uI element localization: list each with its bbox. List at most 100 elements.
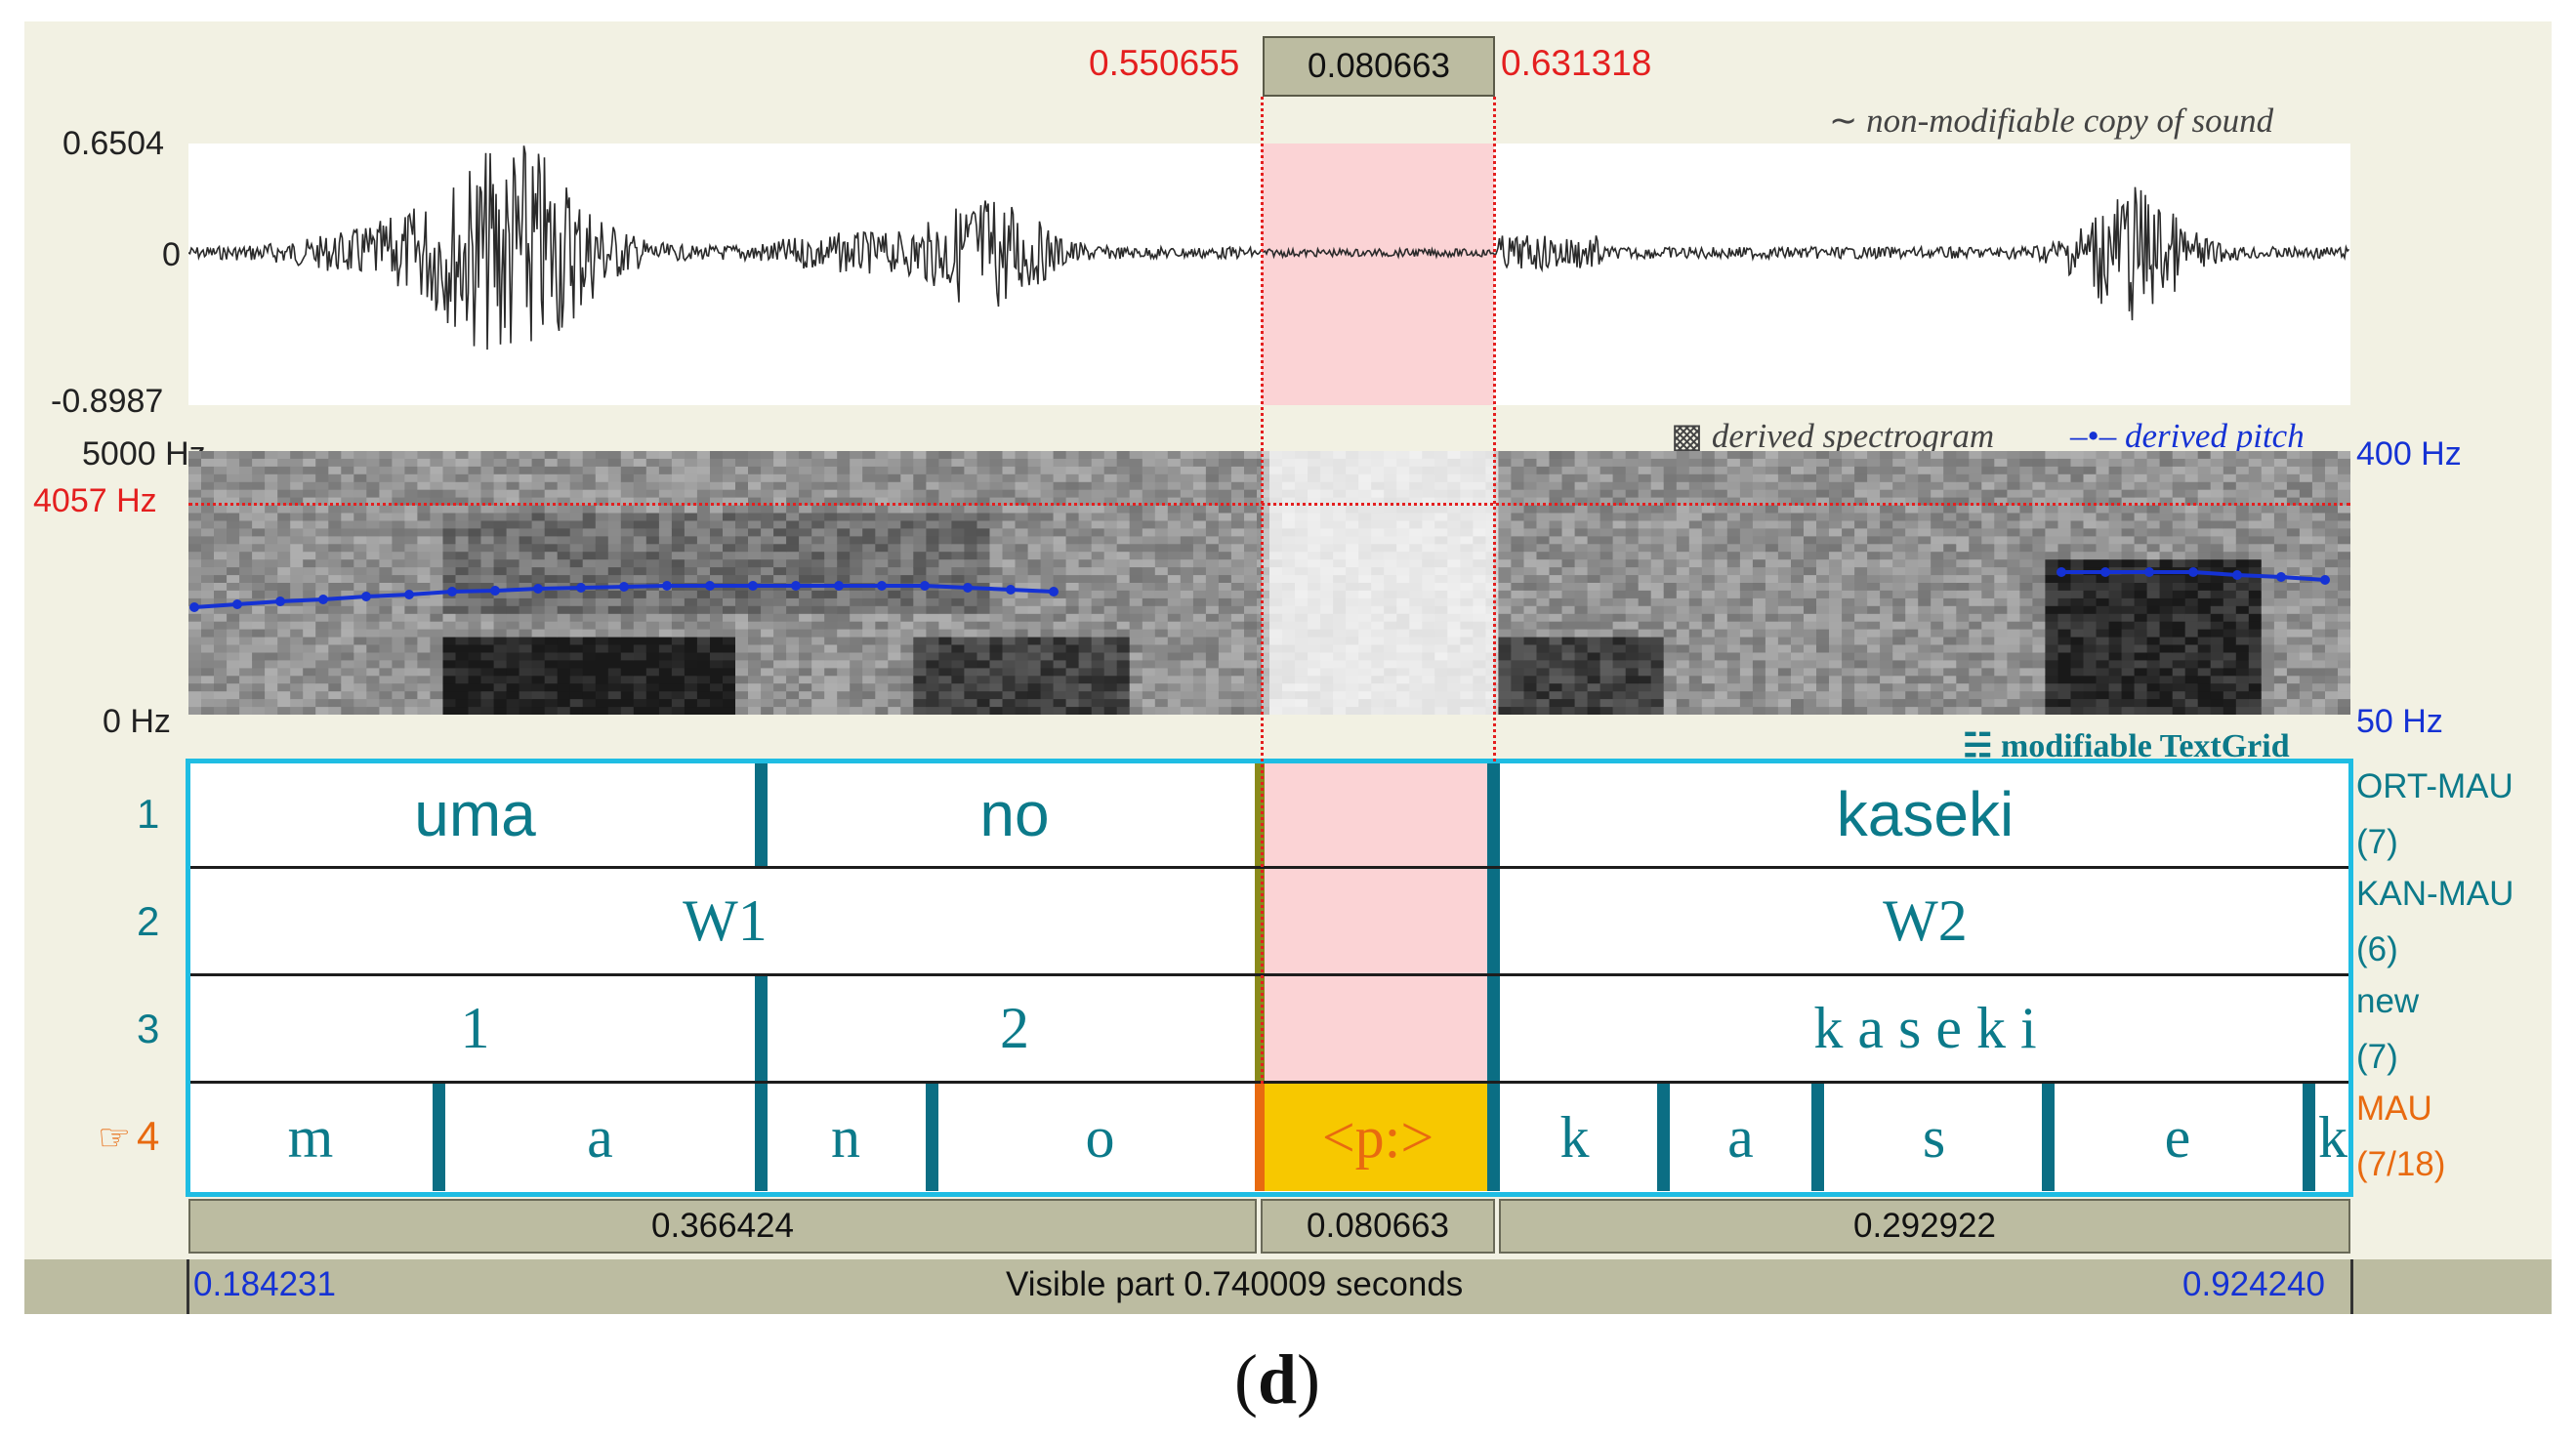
- interval-boundary[interactable]: [2303, 1084, 2315, 1191]
- waveform: [188, 145, 2350, 350]
- interval-boundary[interactable]: [755, 761, 768, 866]
- interval[interactable]: k: [2318, 1104, 2347, 1170]
- interval-boundary[interactable]: [1487, 869, 1500, 973]
- visible-part-label: Visible part 0.740009 seconds: [1006, 1265, 1464, 1303]
- tier-name: new: [2356, 982, 2420, 1020]
- interval-boundary[interactable]: [1487, 1084, 1500, 1191]
- interval[interactable]: uma: [414, 778, 536, 849]
- pitch-point: [2320, 575, 2330, 585]
- interval-boundary[interactable]: [1255, 869, 1265, 973]
- spectrogram-panel[interactable]: [188, 451, 2350, 715]
- spectrogram-title-row: ▩ derived spectrogram: [1671, 417, 1994, 456]
- interval-boundary[interactable]: [755, 976, 768, 1081]
- pitch-point: [447, 587, 457, 597]
- tier-count: (7/18): [2356, 1145, 2446, 1183]
- interval[interactable]: 1: [460, 996, 490, 1060]
- visible-part-frame: [187, 1259, 2353, 1314]
- sound-y-min: -0.8987: [51, 383, 164, 420]
- selection-start-time: 0.550655: [1089, 43, 1240, 83]
- caption-text: (d): [1234, 1340, 1321, 1419]
- interval-boundary[interactable]: [926, 1084, 938, 1191]
- pitch-point: [748, 581, 758, 591]
- tier-name: KAN-MAU: [2356, 875, 2514, 913]
- selection-end-time: 0.631318: [1501, 43, 1652, 83]
- interval[interactable]: e: [2164, 1104, 2191, 1170]
- interval-boundary[interactable]: [1487, 761, 1500, 866]
- interval-boundary[interactable]: [1255, 1084, 1265, 1191]
- pitch-point: [232, 599, 242, 609]
- pitch-point: [834, 581, 844, 591]
- interval[interactable]: s: [1922, 1104, 1946, 1170]
- interval[interactable]: W1: [683, 888, 768, 953]
- sound-title: non-modifiable copy of sound: [1866, 102, 2274, 140]
- pitch-point: [619, 582, 629, 592]
- interval-boundary[interactable]: [1487, 976, 1500, 1081]
- spectrogram-freq-min: 0 Hz: [103, 703, 171, 740]
- current-tier-pointer-icon: ☞: [98, 1118, 132, 1159]
- selection-start-cursor: [1261, 97, 1264, 1084]
- interval[interactable]: no: [979, 778, 1050, 849]
- tier-count: (7): [2356, 823, 2398, 861]
- tier-mau[interactable]: m a n o <p:> k a s e k: [188, 1084, 2350, 1191]
- selection-highlight: [1262, 144, 1494, 405]
- pitch-point: [705, 581, 715, 591]
- selection-end-cursor: [1493, 97, 1496, 761]
- spectrogram-image: [188, 451, 2350, 715]
- pitch-point: [791, 581, 801, 591]
- selection-duration-button[interactable]: 0.080663: [1261, 1199, 1495, 1254]
- pitch-point: [963, 583, 973, 593]
- tier-number: 3: [137, 1006, 160, 1051]
- interval[interactable]: k a s e k i: [1813, 996, 2037, 1060]
- spectrogram-freq-cursor: 4057 Hz: [33, 482, 157, 519]
- tier-number: 2: [137, 898, 160, 944]
- window-end-time: 0.924240: [2182, 1265, 2325, 1303]
- interval[interactable]: m: [287, 1104, 334, 1170]
- spectrogram-title: derived spectrogram: [1711, 417, 1995, 455]
- interval[interactable]: o: [1085, 1104, 1115, 1170]
- interval[interactable]: n: [831, 1104, 860, 1170]
- pitch-point: [1006, 585, 1016, 595]
- pitch-point: [490, 586, 500, 596]
- figure-caption: (d): [1234, 1339, 1320, 1420]
- interval[interactable]: k: [1559, 1104, 1590, 1170]
- interval-boundary[interactable]: [1811, 1084, 1824, 1191]
- pitch-max-label: 400 Hz: [2356, 435, 2462, 473]
- tier-ort-mau[interactable]: uma no kaseki: [188, 761, 2350, 869]
- spectrogram-icon: ▩: [1671, 417, 1712, 455]
- waveform-panel[interactable]: [188, 144, 2350, 405]
- interval-boundary[interactable]: [1255, 976, 1265, 1081]
- tier-kan-mau[interactable]: W1 W2: [188, 869, 2350, 976]
- interval-boundary[interactable]: [433, 1084, 445, 1191]
- tilde-icon: ∼: [1829, 102, 1867, 140]
- interval-boundary[interactable]: [755, 1084, 768, 1191]
- tier-number: 1: [137, 791, 160, 837]
- interval[interactable]: a: [587, 1104, 613, 1170]
- selected-interval[interactable]: <p:>: [1262, 1084, 1494, 1191]
- pitch-min-label: 50 Hz: [2356, 703, 2443, 740]
- visible-part-bar[interactable]: [24, 1259, 2552, 1314]
- interval-boundary[interactable]: [2042, 1084, 2055, 1191]
- pitch-line-icon: –•–: [2070, 417, 2126, 455]
- interval-boundary[interactable]: [1255, 761, 1265, 866]
- tier-new[interactable]: 1 2 k a s e k i: [188, 976, 2350, 1084]
- pitch-point: [2188, 567, 2198, 577]
- interval[interactable]: kaseki: [1836, 778, 2015, 849]
- selection-duration-box[interactable]: 0.080663: [1263, 36, 1495, 97]
- right-duration-button[interactable]: 0.292922: [1499, 1199, 2350, 1254]
- interval[interactable]: 2: [1000, 996, 1029, 1060]
- pitch-point: [404, 590, 414, 599]
- pitch-point: [2276, 572, 2286, 582]
- pitch-point: [662, 581, 672, 591]
- pitch-point: [2232, 570, 2242, 580]
- textgrid-title: modifiable TextGrid: [2000, 728, 2290, 764]
- sound-y-zero: 0: [162, 236, 181, 273]
- tier-name: MAU: [2356, 1090, 2432, 1128]
- pitch-point: [576, 583, 586, 593]
- window-start-time: 0.184231: [193, 1265, 336, 1303]
- interval[interactable]: W2: [1883, 888, 1968, 953]
- left-duration-button[interactable]: 0.366424: [188, 1199, 1257, 1254]
- tier-number: 4: [137, 1113, 160, 1159]
- pitch-point: [318, 595, 328, 604]
- interval[interactable]: a: [1727, 1104, 1754, 1170]
- interval-boundary[interactable]: [1657, 1084, 1670, 1191]
